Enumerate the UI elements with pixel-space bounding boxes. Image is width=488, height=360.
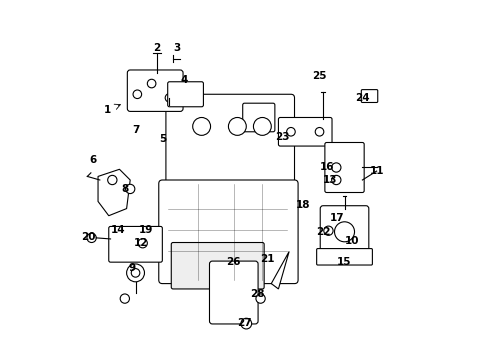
Circle shape <box>120 294 129 303</box>
Circle shape <box>147 79 156 88</box>
Text: 6: 6 <box>89 156 96 165</box>
FancyBboxPatch shape <box>108 226 162 262</box>
FancyBboxPatch shape <box>209 261 258 324</box>
Circle shape <box>138 239 147 248</box>
Circle shape <box>286 127 295 136</box>
Text: 17: 17 <box>329 212 344 222</box>
Circle shape <box>107 175 117 185</box>
Circle shape <box>315 127 323 136</box>
FancyBboxPatch shape <box>361 90 377 103</box>
Text: 27: 27 <box>237 318 251 328</box>
Text: 24: 24 <box>354 93 369 103</box>
Circle shape <box>125 184 135 194</box>
FancyBboxPatch shape <box>320 206 368 258</box>
Text: 1: 1 <box>103 105 110 115</box>
Text: 21: 21 <box>260 253 274 264</box>
Polygon shape <box>271 251 288 289</box>
Text: 18: 18 <box>296 200 310 210</box>
Text: 20: 20 <box>81 232 95 242</box>
Polygon shape <box>98 169 130 216</box>
Text: 12: 12 <box>133 238 148 248</box>
Text: 13: 13 <box>322 175 337 185</box>
Text: 8: 8 <box>121 184 128 194</box>
Circle shape <box>331 163 340 172</box>
Circle shape <box>241 318 251 329</box>
Text: 3: 3 <box>173 43 180 53</box>
Text: 10: 10 <box>344 236 358 246</box>
FancyBboxPatch shape <box>167 82 203 107</box>
Text: 15: 15 <box>337 257 351 267</box>
Text: 19: 19 <box>139 225 153 235</box>
FancyBboxPatch shape <box>159 180 298 284</box>
Text: 11: 11 <box>368 166 383 176</box>
Text: 5: 5 <box>159 134 165 144</box>
Text: 9: 9 <box>128 262 135 273</box>
Circle shape <box>87 233 96 243</box>
Circle shape <box>228 117 246 135</box>
Circle shape <box>331 175 340 185</box>
Text: 23: 23 <box>274 132 289 142</box>
Circle shape <box>131 269 140 277</box>
FancyBboxPatch shape <box>171 243 264 289</box>
Text: 28: 28 <box>249 289 264 299</box>
FancyBboxPatch shape <box>127 70 183 111</box>
Text: 7: 7 <box>132 125 139 135</box>
Text: 4: 4 <box>180 75 187 85</box>
FancyBboxPatch shape <box>316 249 372 265</box>
Text: 26: 26 <box>226 257 241 267</box>
FancyBboxPatch shape <box>165 94 294 202</box>
Circle shape <box>126 264 144 282</box>
FancyBboxPatch shape <box>278 117 331 146</box>
FancyBboxPatch shape <box>324 143 364 193</box>
Circle shape <box>334 222 354 242</box>
Circle shape <box>255 294 264 303</box>
Text: 25: 25 <box>312 71 326 81</box>
Text: 22: 22 <box>315 227 330 237</box>
Circle shape <box>323 226 332 235</box>
Circle shape <box>253 117 271 135</box>
Circle shape <box>192 117 210 135</box>
Text: 16: 16 <box>319 162 333 172</box>
Circle shape <box>165 94 173 102</box>
Circle shape <box>133 90 142 99</box>
FancyBboxPatch shape <box>242 103 274 132</box>
Text: 2: 2 <box>153 43 160 53</box>
Text: 14: 14 <box>110 225 125 235</box>
